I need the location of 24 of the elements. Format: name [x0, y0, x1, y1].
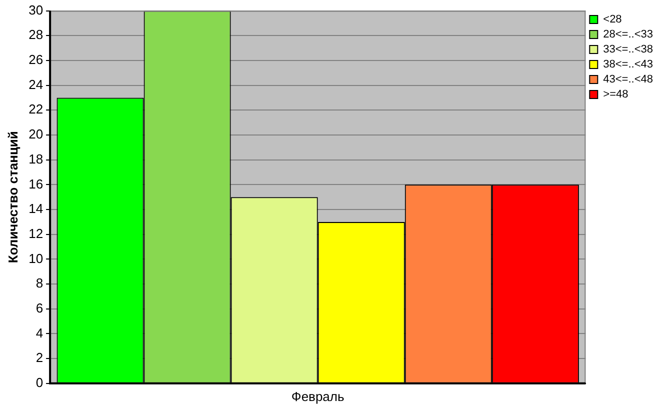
y-tick-label: 0	[36, 374, 44, 390]
y-tick-label: 22	[28, 102, 44, 117]
y-tick-label: 16	[28, 176, 44, 192]
legend-label: 38<=..<43	[603, 58, 654, 71]
y-tick-label: 26	[28, 52, 44, 68]
y-tick-label: 20	[28, 126, 44, 142]
y-tick-label: 12	[28, 226, 44, 241]
legend-label: 43<=..<48	[603, 74, 654, 86]
legend-label: 33<=..<38	[603, 44, 654, 56]
y-axis-title: Количество станций	[5, 131, 20, 264]
legend-label: 28<=..<33	[603, 28, 654, 41]
y-tick-label: 6	[36, 300, 44, 316]
y-tick-label: 8	[36, 276, 44, 291]
y-tick-label: 10	[28, 250, 44, 266]
y-tick-label: 30	[28, 2, 44, 18]
y-tick-label: 14	[28, 201, 44, 216]
y-tick-label: 2	[36, 350, 44, 366]
x-tick-label: Февраль	[291, 388, 344, 404]
y-tick-label: 24	[28, 76, 44, 92]
y-tick-label: 18	[28, 151, 44, 166]
y-tick-label: 4	[36, 325, 44, 340]
legend-label: <28	[603, 14, 622, 26]
legend-label: >=48	[603, 88, 628, 101]
y-tick-label: 28	[28, 27, 44, 42]
